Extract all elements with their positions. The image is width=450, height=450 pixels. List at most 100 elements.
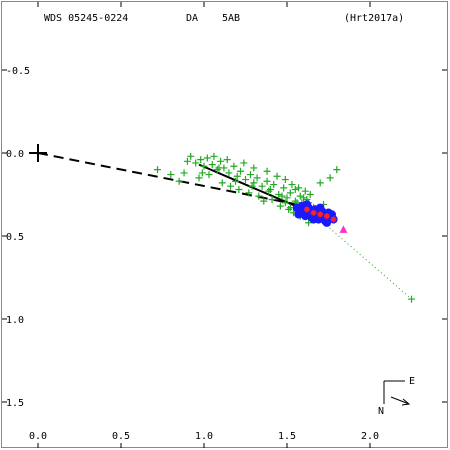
micrometer-point [208, 161, 216, 169]
primary-cross [29, 144, 47, 162]
recent-point [310, 209, 317, 216]
speckle-point [316, 203, 325, 212]
micrometer-point [233, 172, 241, 180]
micrometer-point [200, 162, 208, 170]
micrometer-point [203, 154, 211, 162]
motion-arrow-head [401, 398, 411, 406]
micrometer-point [187, 152, 195, 160]
micrometer-point [316, 179, 324, 187]
y-tick-label: -0.5 [6, 66, 30, 77]
micrometer-point [253, 174, 261, 182]
micrometer-point [281, 176, 289, 184]
x-tick-label: 1.0 [195, 431, 213, 442]
micrometer-point [273, 172, 281, 180]
y-tick-label: 0.0 [6, 149, 24, 160]
micrometer-point [250, 164, 258, 172]
micrometer-point [198, 169, 206, 177]
micrometer-point [225, 169, 233, 177]
micrometer-point [266, 186, 274, 194]
micrometer-point [205, 171, 213, 179]
x-tick-label: 1.5 [278, 431, 296, 442]
y-tick-label: 1.5 [6, 398, 24, 409]
wds-designation: WDS 05245-0224 [44, 13, 128, 24]
outlier-residual-line [323, 222, 412, 300]
first-observation-triangle [339, 225, 348, 233]
recent-point [317, 211, 324, 218]
discoverer-code: DA [186, 13, 198, 24]
micrometer-observations [154, 152, 415, 303]
micrometer-point [237, 167, 245, 175]
micrometer-point [306, 191, 314, 198]
micrometer-point [167, 171, 175, 179]
first-observation [339, 225, 348, 233]
micrometer-point [192, 159, 200, 167]
x-tick-label: 0.0 [29, 431, 47, 442]
micrometer-point [263, 167, 271, 175]
micrometer-point [300, 194, 308, 202]
primary-star-marker [29, 144, 47, 162]
micrometer-point [280, 184, 288, 192]
micrometer-point [326, 174, 334, 182]
micrometer-point [291, 197, 299, 205]
micrometer-point [242, 176, 249, 184]
speckle-point [322, 218, 332, 227]
micrometer-point [248, 182, 256, 190]
micrometer-point [276, 202, 284, 210]
component-pair: 5AB [222, 13, 240, 24]
orbit-fit-line [198, 163, 304, 211]
micrometer-point [210, 152, 218, 160]
micrometer-point [296, 192, 304, 200]
recent-point [303, 206, 310, 213]
micrometer-point [217, 157, 225, 165]
micrometer-point [260, 197, 268, 205]
micrometer-point [183, 157, 191, 165]
y-tick-label: 1.0 [6, 315, 24, 326]
micrometer-point [195, 174, 203, 182]
micrometer-point [286, 189, 294, 197]
micrometer-point [258, 182, 266, 190]
recent-point [323, 213, 330, 220]
x-tick-label: 2.0 [361, 431, 379, 442]
micrometer-point [283, 194, 291, 202]
recent-observations [303, 206, 337, 223]
micrometer-point [270, 181, 278, 189]
micrometer-point [268, 195, 276, 203]
micrometer-point [180, 169, 188, 177]
micrometer-point [278, 192, 286, 200]
micrometer-point [281, 199, 289, 207]
micrometer-point [215, 164, 223, 172]
recent-point [330, 216, 337, 223]
micrometer-point [288, 181, 296, 189]
x-tick-label: 0.5 [112, 431, 130, 442]
micrometer-point [232, 177, 240, 185]
micrometer-point [295, 184, 303, 192]
micrometer-point [265, 187, 273, 195]
primary-to-secondary-dashed-line [37, 152, 298, 206]
micrometer-point [250, 179, 258, 187]
compass-north-label: N [378, 406, 384, 417]
micrometer-point [213, 166, 221, 174]
micrometer-point [333, 166, 341, 174]
micrometer-point [240, 159, 248, 167]
micrometer-point [291, 186, 299, 194]
speckle-point [309, 215, 318, 224]
micrometer-point [218, 179, 226, 187]
micrometer-point [301, 187, 309, 195]
compass-rose: E N [378, 376, 415, 417]
micrometer-point [235, 186, 243, 194]
micrometer-point [286, 204, 294, 212]
micrometer-point [263, 177, 271, 185]
speckle-point [301, 211, 310, 221]
micrometer-point [305, 219, 313, 227]
micrometer-point [223, 156, 231, 164]
micrometer-point [275, 191, 283, 198]
micrometer-point [285, 205, 293, 213]
micrometer-point [227, 182, 235, 190]
orbit-reference: (Hrt2017a) [344, 13, 404, 24]
orbit-lines [37, 152, 412, 300]
micrometer-point [255, 192, 263, 200]
motion-arrow-shaft [390, 396, 410, 405]
